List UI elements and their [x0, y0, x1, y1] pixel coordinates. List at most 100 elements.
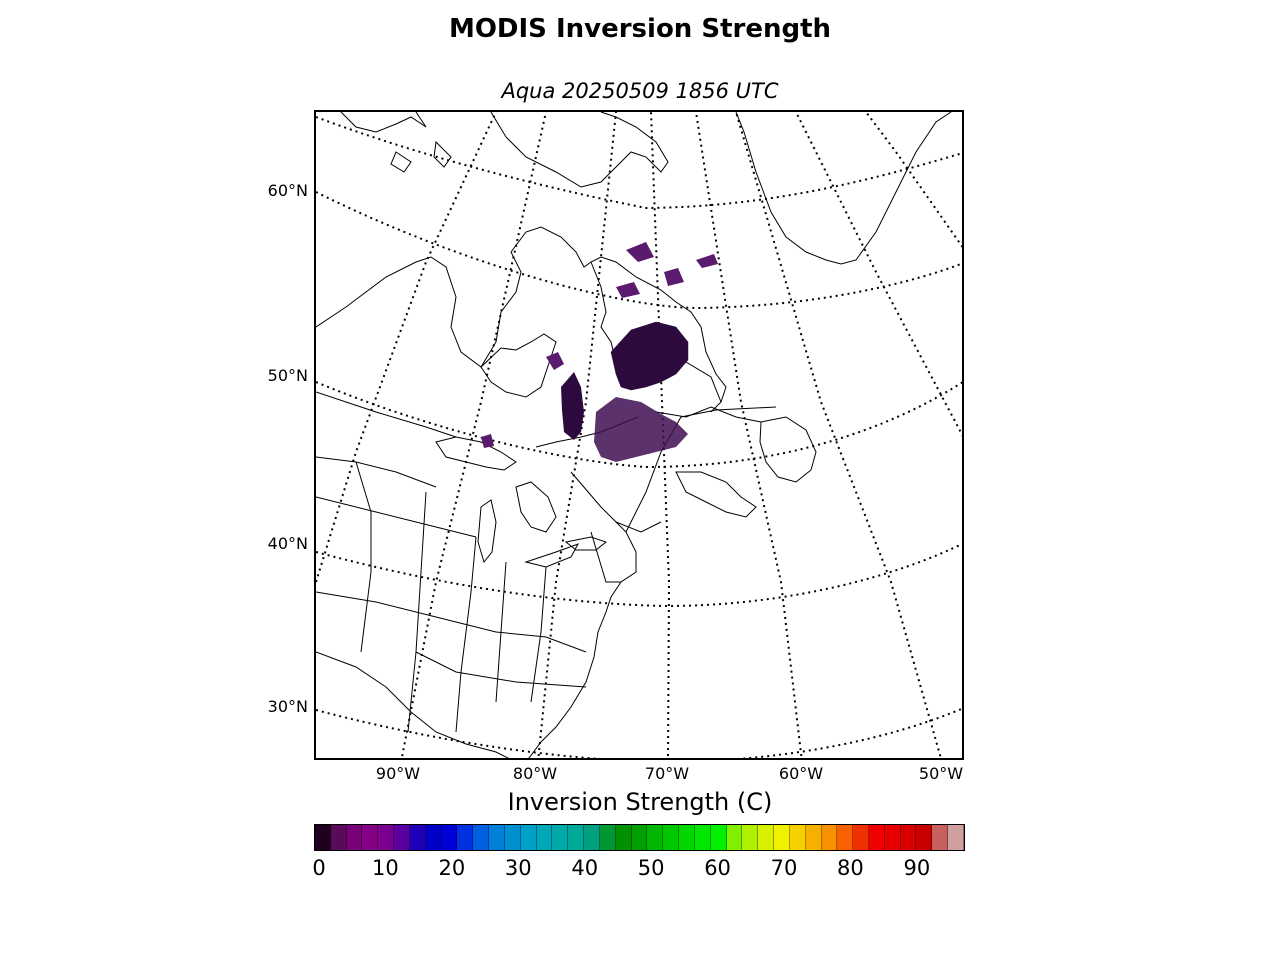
colorbar-segment: [536, 825, 553, 850]
colorbar-segment: [916, 825, 933, 850]
james-bay: [480, 333, 557, 398]
inversion-data-region: [481, 242, 718, 462]
parallel-40n: [316, 542, 962, 608]
baffin-island: [490, 112, 669, 188]
colorbar-tick-label: 10: [372, 856, 399, 880]
colorbar-segment: [821, 825, 838, 850]
meridian-90w: [400, 112, 547, 758]
lake-ontario: [564, 536, 608, 551]
meridian-70w: [650, 112, 671, 758]
map-svg: [316, 112, 962, 758]
inversion-patch-c: [616, 282, 640, 298]
lake-superior: [435, 436, 517, 471]
newfoundland: [759, 416, 817, 483]
colorbar-segment: [330, 825, 347, 850]
colorbar-segment: [346, 825, 363, 850]
colorbar-segment: [631, 825, 648, 850]
inversion-cluster-south: [594, 397, 688, 462]
inversion-cluster-west: [561, 372, 584, 440]
lake-michigan: [477, 499, 497, 564]
colorbar-segment: [315, 825, 331, 850]
meridian-60w: [695, 112, 803, 758]
lon-label-50w: 50°W: [918, 764, 964, 783]
colorbar-tick-label: 50: [637, 856, 665, 880]
meridian-50w: [735, 112, 942, 758]
inversion-cluster-main: [610, 321, 689, 391]
meridian-80w: [537, 112, 617, 758]
colorbar-segment: [837, 825, 854, 850]
map-panel: [314, 110, 964, 760]
meridian-100w: [316, 112, 497, 583]
colorbar-segment: [710, 825, 727, 850]
lake-erie: [524, 543, 580, 568]
colorbar-segment: [789, 825, 806, 850]
borders: [316, 391, 777, 733]
colorbar-segment: [473, 825, 490, 850]
inversion-patch-e: [696, 254, 718, 268]
lon-label-70w: 70°W: [644, 764, 690, 783]
inversion-patch-b: [626, 242, 654, 262]
colorbar-segment: [615, 825, 632, 850]
colorbar-segment: [758, 825, 775, 850]
nova-scotia: [675, 471, 757, 518]
graticule: [316, 112, 962, 758]
lat-label-30n: 30°N: [267, 697, 308, 716]
us-east-coast: [528, 471, 637, 758]
gulf-st-lawrence: [655, 406, 762, 423]
colorbar-segment: [805, 825, 822, 850]
colorbar-segment: [568, 825, 585, 850]
chart-title: MODIS Inversion Strength: [448, 14, 832, 44]
colorbar-segment: [394, 825, 410, 850]
colorbar-segment: [900, 825, 917, 850]
colorbar-segment: [647, 825, 664, 850]
inversion-patch-f: [664, 268, 684, 286]
us-canada-border: [316, 391, 457, 438]
greenland-coast: [735, 112, 952, 265]
colorbar-segment: [932, 825, 949, 850]
colorbar-segment: [409, 825, 426, 850]
colorbar-segment: [774, 825, 790, 850]
gulf-coast: [316, 651, 510, 758]
lon-label-80w: 80°W: [512, 764, 558, 783]
colorbar-tick-label: 0: [312, 856, 326, 880]
colorbar-segment: [853, 825, 869, 850]
inversion-patch-d: [481, 434, 494, 448]
lon-label-60w: 60°W: [778, 764, 824, 783]
colorbar-segment: [884, 825, 901, 850]
colorbar-segment: [663, 825, 680, 850]
colorbar-tick-label: 70: [770, 856, 798, 880]
colorbar-segment: [457, 825, 474, 850]
parallel-55n: [316, 116, 962, 210]
colorbar-label: Inversion Strength (C): [507, 788, 773, 816]
colorbar-tick-label: 20: [438, 856, 466, 880]
colorbar: [314, 824, 965, 851]
meridian-40w: [795, 112, 962, 437]
colorbar-segment: [362, 825, 379, 850]
colorbar-segment: [552, 825, 569, 850]
coastlines: [316, 112, 952, 758]
colorbar-tick-label: 90: [903, 856, 931, 880]
lat-label-60n: 60°N: [267, 181, 308, 200]
colorbar-segment: [679, 825, 695, 850]
colorbar-segment: [425, 825, 442, 850]
colorbar-segment: [948, 825, 964, 850]
colorbar-tick-label: 80: [837, 856, 864, 880]
lat-label-40n: 40°N: [267, 534, 308, 553]
colorbar-segment: [868, 825, 885, 850]
inversion-patch-a: [546, 352, 564, 370]
colorbar-segment: [726, 825, 743, 850]
colorbar-segment: [378, 825, 395, 850]
meridian-30w: [865, 112, 962, 249]
colorbar-tick-label: 30: [504, 856, 532, 880]
parallel-60n: [316, 191, 962, 310]
colorbar-segment: [694, 825, 711, 850]
colorbar-tick-label: 60: [704, 856, 731, 880]
lake-huron: [515, 481, 557, 533]
colorbar-segment: [504, 825, 521, 850]
colorbar-segment: [441, 825, 458, 850]
parallel-30n: [316, 707, 962, 758]
colorbar-segment: [489, 825, 505, 850]
chart-subtitle: Aqua 20250509 1856 UTC: [501, 79, 779, 103]
colorbar-segment: [742, 825, 759, 850]
colorbar-segment: [520, 825, 537, 850]
